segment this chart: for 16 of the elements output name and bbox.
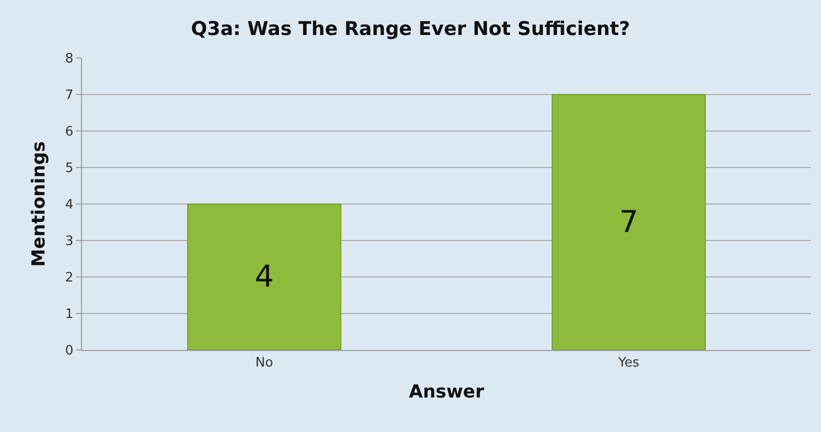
- y-tick-label: 1: [65, 307, 74, 322]
- y-tick-label: 6: [65, 124, 74, 140]
- data-label: 4: [254, 260, 274, 294]
- x-axis-title: Answer: [408, 382, 484, 403]
- y-axis-title: Mentionings: [28, 141, 50, 267]
- y-tick-label: 0: [65, 344, 74, 359]
- data-label: 7: [619, 204, 638, 240]
- y-tick-label: 4: [65, 198, 74, 213]
- x-tick-label: Yes: [617, 356, 640, 371]
- x-tick-label: No: [255, 356, 274, 371]
- y-tick-label: 2: [65, 270, 74, 286]
- y-tick-label: 5: [65, 161, 74, 176]
- y-tick-label: 8: [65, 52, 74, 67]
- y-tick-label: 7: [65, 88, 74, 104]
- y-tick-label: 3: [65, 234, 74, 250]
- chart-title: Q3a: Was The Range Ever Not Sufficient?: [190, 18, 630, 40]
